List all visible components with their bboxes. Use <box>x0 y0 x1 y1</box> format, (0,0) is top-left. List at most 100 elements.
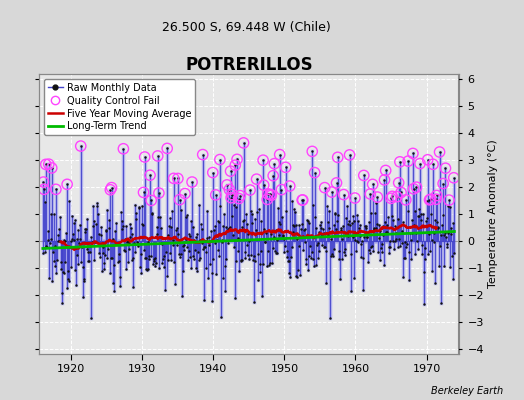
Point <box>440 263 449 269</box>
Point <box>130 240 138 246</box>
Point <box>221 288 229 294</box>
Point <box>61 238 69 244</box>
Point <box>227 213 236 220</box>
Point <box>302 261 311 267</box>
Point <box>176 196 184 203</box>
Point <box>169 175 178 182</box>
Point <box>387 212 396 219</box>
Point <box>175 251 183 257</box>
Point <box>219 223 227 230</box>
Point <box>323 219 332 225</box>
Point <box>321 243 330 250</box>
Point <box>125 246 133 252</box>
Point <box>440 232 448 238</box>
Point <box>387 195 395 202</box>
Point <box>346 222 354 229</box>
Point <box>322 248 331 254</box>
Point <box>395 180 403 186</box>
Point <box>110 288 118 294</box>
Point <box>226 168 235 174</box>
Point <box>343 202 352 209</box>
Point <box>244 231 252 237</box>
Point <box>123 259 132 266</box>
Point <box>239 140 248 146</box>
Point <box>342 231 351 237</box>
Point <box>107 184 116 191</box>
Point <box>172 224 181 231</box>
Point <box>168 208 176 214</box>
Point <box>72 252 81 258</box>
Point <box>409 186 418 192</box>
Point <box>64 278 73 284</box>
Point <box>148 209 156 216</box>
Point <box>305 253 313 259</box>
Point <box>200 244 209 250</box>
Point <box>221 263 230 270</box>
Point <box>152 259 160 266</box>
Point <box>57 259 65 265</box>
Point <box>378 241 386 248</box>
Point <box>428 268 436 274</box>
Point <box>102 228 110 234</box>
Point <box>362 223 370 229</box>
Point <box>177 251 185 258</box>
Point <box>195 254 204 261</box>
Point <box>363 234 372 240</box>
Point <box>70 220 79 226</box>
Point <box>432 192 441 199</box>
Point <box>137 220 146 227</box>
Point <box>351 195 359 201</box>
Point <box>91 239 99 245</box>
Point <box>388 193 396 200</box>
Point <box>58 290 67 296</box>
Point <box>335 248 344 254</box>
Point <box>60 270 68 276</box>
Point <box>139 222 147 228</box>
Point <box>220 211 228 218</box>
Point <box>185 233 194 240</box>
Point <box>291 209 299 215</box>
Point <box>299 197 307 203</box>
Point <box>390 246 398 252</box>
Point <box>207 227 215 234</box>
Point <box>212 192 220 198</box>
Point <box>335 256 343 262</box>
Point <box>217 314 225 320</box>
Point <box>163 145 171 152</box>
Point <box>84 258 93 264</box>
Point <box>447 225 455 232</box>
Point <box>299 246 308 253</box>
Point <box>450 174 458 181</box>
Point <box>289 229 297 235</box>
Point <box>77 143 85 149</box>
Point <box>328 189 336 195</box>
Point <box>310 169 319 176</box>
Point <box>230 244 238 250</box>
Point <box>246 187 254 193</box>
Point <box>386 244 394 250</box>
Point <box>303 218 312 224</box>
Point <box>214 218 222 224</box>
Point <box>108 254 116 261</box>
Point <box>401 197 410 203</box>
Point <box>135 205 143 211</box>
Point <box>90 218 99 224</box>
Point <box>43 236 52 243</box>
Point <box>63 275 72 282</box>
Point <box>227 194 235 201</box>
Point <box>434 224 443 230</box>
Point <box>264 191 272 197</box>
Point <box>101 252 109 258</box>
Point <box>187 265 195 271</box>
Point <box>369 248 377 254</box>
Point <box>133 238 141 245</box>
Point <box>124 238 132 244</box>
Point <box>67 263 75 270</box>
Point <box>439 180 447 187</box>
Point <box>341 245 349 252</box>
Point <box>182 244 191 251</box>
Point <box>41 161 50 168</box>
Point <box>159 264 168 270</box>
Point <box>313 242 321 248</box>
Point <box>103 254 111 261</box>
